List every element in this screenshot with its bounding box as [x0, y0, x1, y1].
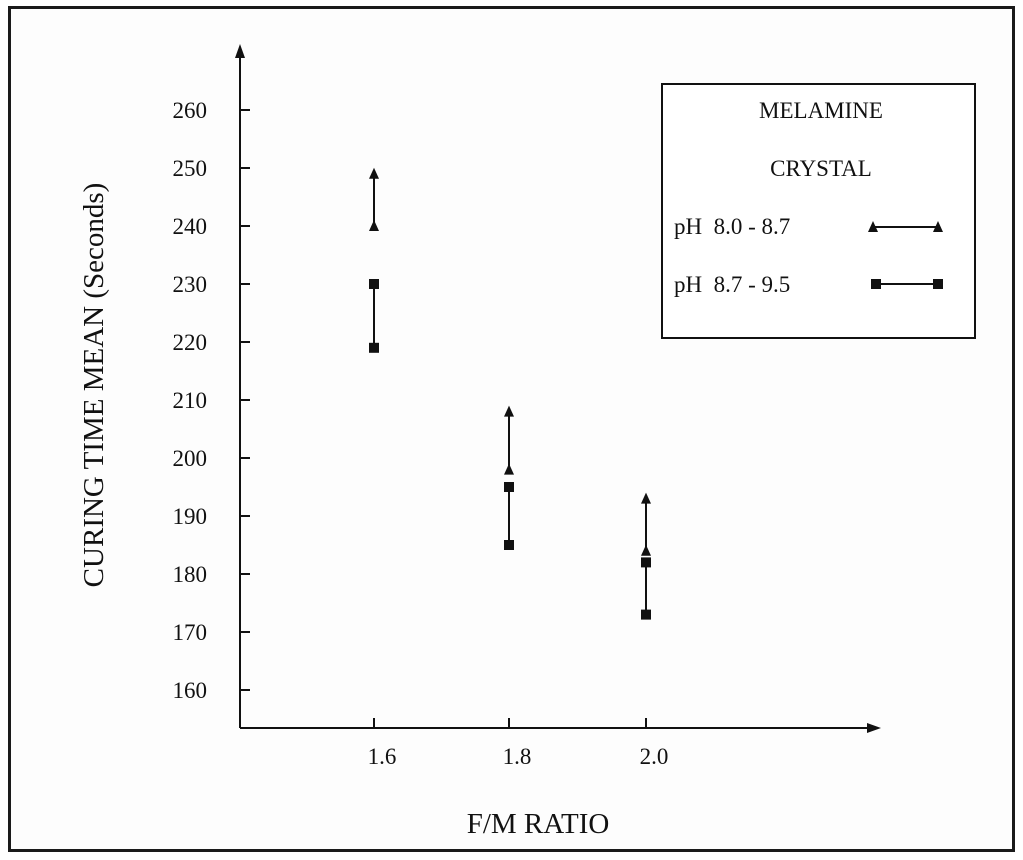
legend-swatch-marker	[933, 279, 943, 289]
legend-title-line-2: CRYSTAL	[770, 156, 872, 181]
range-low-marker	[504, 540, 514, 550]
legend-swatch-marker	[871, 279, 881, 289]
range-low-marker	[641, 544, 651, 556]
x-tick-label: 1.6	[368, 744, 397, 769]
y-tick-label: 200	[173, 446, 208, 471]
legend: MELAMINE CRYSTAL pH 8.0 - 8.7 pH 8.7 - 9…	[661, 83, 976, 339]
y-tick-label: 230	[173, 272, 208, 297]
range-high-marker	[369, 279, 379, 289]
y-tick-label: 220	[173, 330, 208, 355]
range-high-marker	[641, 557, 651, 568]
range-low-marker	[369, 220, 379, 231]
range-high-marker	[641, 492, 651, 504]
y-tick-label: 160	[173, 678, 208, 703]
range-high-marker	[504, 405, 514, 417]
y-tick-label: 190	[173, 504, 208, 529]
x-tick-label: 1.8	[503, 744, 532, 769]
legend-box	[661, 83, 976, 339]
range-high-marker	[369, 167, 379, 179]
range-low-marker	[504, 463, 514, 475]
y-tick-label: 260	[173, 98, 208, 123]
legend-title-line-1: MELAMINE	[759, 98, 883, 123]
x-axis-arrowhead	[867, 723, 881, 733]
y-tick-label: 180	[173, 562, 208, 587]
y-tick-label: 210	[173, 388, 208, 413]
data-marks	[369, 167, 651, 620]
x-axis-title: F/M RATIO	[467, 808, 610, 840]
series-1	[369, 167, 651, 556]
legend-label-series-1: pH 8.0 - 8.7	[674, 214, 790, 239]
range-low-marker	[641, 609, 651, 620]
legend-label-series-2: pH 8.7 - 9.5	[674, 272, 790, 297]
axes	[235, 44, 881, 733]
legend-swatch-marker	[933, 221, 943, 232]
y-tick-label: 250	[173, 156, 208, 181]
y-axis-arrowhead	[235, 44, 245, 58]
x-tick-label: 2.0	[640, 744, 669, 769]
y-tick-label: 170	[173, 620, 208, 645]
range-high-marker	[504, 482, 514, 492]
y-axis-title: CURING TIME MEAN (Seconds)	[78, 183, 110, 588]
y-ticks: 160 170 180 190 200 210 220 230 240 250 260	[173, 98, 250, 703]
legend-swatches	[868, 221, 943, 289]
legend-swatch-marker	[868, 221, 878, 232]
y-tick-label: 240	[173, 214, 208, 239]
series-2	[369, 279, 651, 620]
range-low-marker	[369, 342, 379, 353]
x-ticks: 1.6 1.8 2.0	[368, 718, 669, 769]
